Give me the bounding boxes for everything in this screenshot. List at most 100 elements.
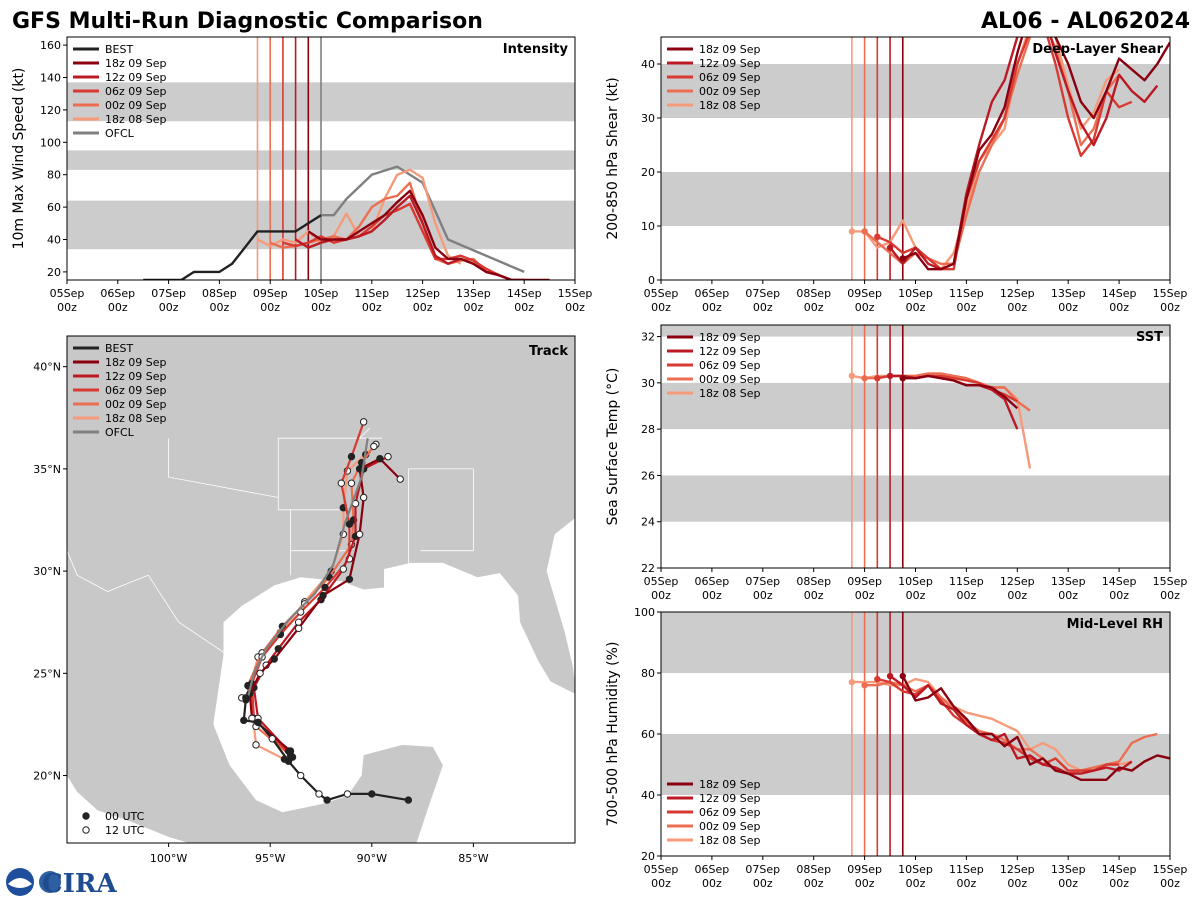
- track-point-06z-09-sep: [321, 583, 329, 592]
- rh-xtick-label-date: 14Sep: [1102, 863, 1137, 876]
- intensity-xtick-label-hour: 00z: [362, 301, 382, 314]
- track-point-06z-09-sep: [359, 418, 368, 426]
- intensity-xtick-label-hour: 00z: [311, 301, 331, 314]
- shear-xtick-label-date: 13Sep: [1051, 287, 1086, 300]
- track-legend-label-00z-09-sep: 00z 09 Sep: [105, 398, 167, 411]
- intensity-xtick-label-date: 10Sep: [304, 287, 339, 300]
- rh-xtick-label-date: 15Sep: [1153, 863, 1188, 876]
- sst-xtick-label-hour: 00z: [855, 589, 875, 602]
- shear-start-point-18z-08-sep: [848, 228, 856, 235]
- intensity-xtick-label-date: 08Sep: [202, 287, 237, 300]
- track-panel-title: Track: [529, 344, 568, 359]
- shear-legend-label-06z-09-sep: 06z 09 Sep: [699, 71, 761, 84]
- sst-xtick-label-hour: 00z: [804, 589, 824, 602]
- intensity-ytick-label: 140: [40, 72, 61, 85]
- rh-ytick-label: 80: [641, 667, 655, 680]
- sst-ytick-label: 30: [641, 377, 655, 390]
- intensity-legend-label-ofcl: OFCL: [105, 127, 135, 140]
- track-point-18z-09-sep: [294, 624, 303, 633]
- intensity-series-ofcl: [321, 165, 525, 274]
- rh-start-point-12z-09-sep: [886, 672, 894, 680]
- sst-start-point-18z-08-sep: [848, 372, 856, 380]
- sst-xtick-label-date: 12Sep: [1000, 575, 1035, 588]
- sst-xtick-label-hour: 00z: [1007, 589, 1027, 602]
- rh-xtick-label-date: 08Sep: [796, 863, 831, 876]
- intensity-xtick-label-hour: 00z: [413, 301, 433, 314]
- shear-xtick-label-date: 12Sep: [1000, 287, 1035, 300]
- shear-xtick-label-date: 07Sep: [745, 287, 780, 300]
- track-point-best: [284, 757, 293, 765]
- rh-start-point-06z-09-sep: [874, 675, 881, 683]
- sst-legend-label-18z-08-sep: 18z 08 Sep: [699, 387, 761, 400]
- shear-legend-label-18z-08-sep: 18z 08 Sep: [699, 99, 761, 112]
- intensity-xtick-label-hour: 00z: [108, 301, 128, 314]
- track-legend-label-18z-08-sep: 18z 08 Sep: [105, 412, 167, 425]
- shear-panel: 05Sep00z06Sep00z07Sep00z08Sep00z09Sep00z…: [605, 36, 1187, 314]
- sst-legend-label-12z-09-sep: 12z 09 Sep: [699, 345, 761, 358]
- sst-xtick-label-hour: 00z: [702, 589, 722, 602]
- shear-ytick-label: 40: [641, 58, 655, 71]
- track-point-06z-09-sep: [345, 520, 354, 528]
- sst-xtick-label-date: 05Sep: [644, 575, 679, 588]
- track-point-18z-09-sep: [319, 591, 327, 600]
- sst-legend-label-18z-09-sep: 18z 09 Sep: [699, 331, 761, 344]
- sst-band-1: [661, 382, 1170, 430]
- track-line-12z-09-sep: [252, 455, 389, 752]
- intensity-legend-label-06z-09-sep: 06z 09 Sep: [105, 85, 167, 98]
- rh-xtick-label-hour: 00z: [651, 877, 671, 890]
- marker-legend-filled-label: 00 UTC: [105, 810, 145, 823]
- shear-xtick-label-hour: 00z: [957, 301, 977, 314]
- rh-xtick-label-hour: 00z: [702, 877, 722, 890]
- sst-xtick-label-hour: 00z: [1109, 589, 1129, 602]
- intensity-legend-label-best: BEST: [105, 43, 133, 56]
- track-lon-tick-label: 95°W: [255, 852, 285, 865]
- intensity-panel: 05Sep00z06Sep00z07Sep00z08Sep00z09Sep00z…: [11, 36, 593, 314]
- sst-xtick-label-hour: 00z: [1160, 589, 1180, 602]
- track-point-18z-08-sep: [252, 741, 260, 749]
- sst-legend-label-06z-09-sep: 06z 09 Sep: [699, 359, 761, 372]
- rh-xtick-label-date: 11Sep: [949, 863, 984, 876]
- intensity-ytick-label: 20: [47, 266, 61, 279]
- intensity-xtick-label-date: 06Sep: [100, 287, 135, 300]
- track-point-12z-09-sep: [339, 565, 348, 573]
- map-border-8: [67, 550, 228, 656]
- shear-xtick-label-hour: 00z: [906, 301, 926, 314]
- sst-legend-label-00z-09-sep: 00z 09 Sep: [699, 373, 761, 386]
- shear-series-18z-09-sep: [902, 37, 1170, 271]
- track-panel: 100°W 95°W 90°W 85°W 20°N 25°N 30°N 35°N 40°N Tra…: [33, 335, 576, 865]
- track-point-18z-09-sep: [396, 475, 404, 483]
- intensity-ytick-label: 160: [40, 39, 61, 52]
- track-lat-tick-label: 20°N: [33, 770, 61, 783]
- track-legend-label-ofcl: OFCL: [105, 426, 135, 439]
- intensity-legend-label-18z-08-sep: 18z 08 Sep: [105, 113, 167, 126]
- intensity-xtick-label-date: 15Sep: [558, 287, 593, 300]
- intensity-ytick-label: 40: [47, 234, 61, 247]
- sst-xtick-label-date: 10Sep: [898, 575, 933, 588]
- shear-xtick-label-hour: 00z: [1109, 301, 1129, 314]
- track-point-18z-09-sep: [270, 655, 278, 663]
- shear-ylabel: 200-850 hPa Shear (kt): [605, 77, 621, 239]
- shear-xtick-label-hour: 00z: [1058, 301, 1078, 314]
- shear-ytick-label: 30: [641, 112, 655, 125]
- sst-ytick-label: 24: [641, 516, 655, 529]
- rh-legend-label-12z-09-sep: 12z 09 Sep: [699, 792, 761, 805]
- intensity-xtick-label-date: 09Sep: [253, 287, 288, 300]
- sst-start-point-12z-09-sep: [886, 372, 894, 380]
- shear-xtick-label-date: 09Sep: [847, 287, 882, 300]
- rh-legend-label-06z-09-sep: 06z 09 Sep: [699, 806, 761, 819]
- shear-xtick-label-hour: 00z: [1007, 301, 1027, 314]
- intensity-xtick-label-hour: 00z: [464, 301, 484, 314]
- shear-ytick-label: 0: [648, 274, 655, 287]
- noaa-wave-icon: [8, 878, 32, 888]
- shear-xtick-label-hour: 00z: [855, 301, 875, 314]
- rh-legend-label-00z-09-sep: 00z 09 Sep: [699, 820, 761, 833]
- track-point-18z-09-sep: [359, 493, 368, 502]
- rh-start-point-18z-09-sep: [899, 672, 906, 680]
- shear-legend-label-18z-09-sep: 18z 09 Sep: [699, 43, 761, 56]
- track-point-00z-09-sep: [347, 479, 356, 487]
- sst-xtick-label-date: 08Sep: [796, 575, 831, 588]
- rh-ytick-label: 60: [641, 728, 655, 741]
- shear-start-point-18z-09-sep: [899, 255, 906, 262]
- rh-xtick-label-date: 12Sep: [1000, 863, 1035, 876]
